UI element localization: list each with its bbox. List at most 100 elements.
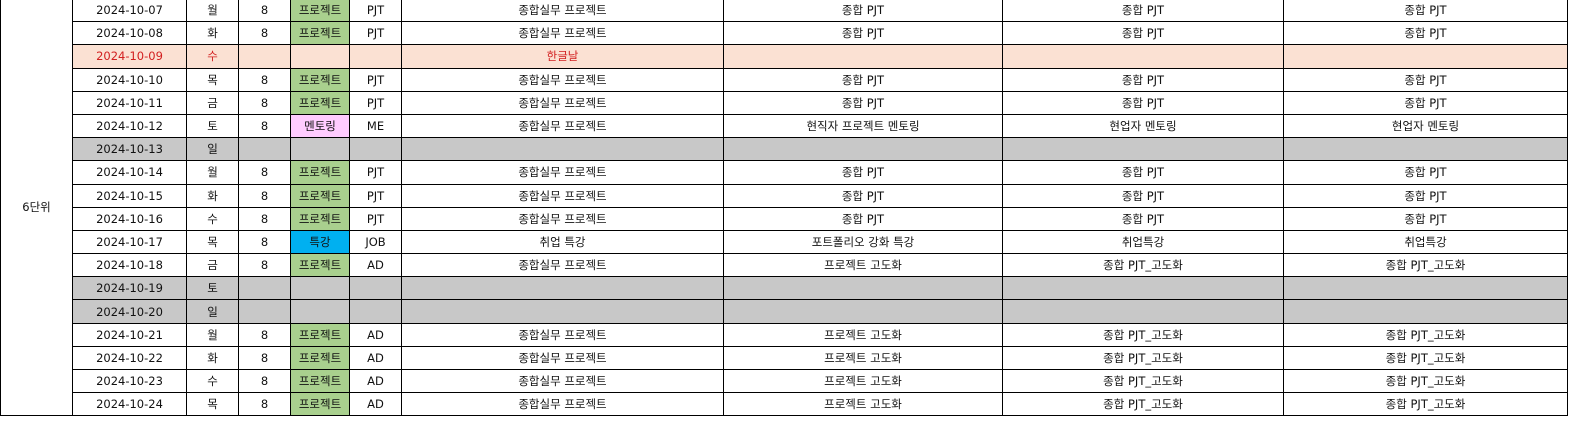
date-cell[interactable]: 2024-10-21 bbox=[72, 322, 187, 347]
date-cell[interactable]: 2024-10-16 bbox=[72, 206, 187, 231]
date-cell[interactable]: 2024-10-19 bbox=[72, 276, 187, 301]
topic-detail-cell[interactable]: 현직자 프로젝트 멘토링 bbox=[723, 113, 1003, 139]
topic-detail-cell[interactable]: 종합 PJT bbox=[723, 90, 1003, 115]
topic-detail-cell[interactable]: 프로젝트 고도화 bbox=[723, 345, 1003, 371]
weekday-cell[interactable]: 수 bbox=[186, 206, 239, 231]
topic-detail-cell[interactable]: 종합 PJT bbox=[723, 67, 1003, 92]
date-cell[interactable]: 2024-10-22 bbox=[72, 345, 187, 371]
topic-detail-cell[interactable]: 프로젝트 고도화 bbox=[723, 322, 1003, 347]
date-cell[interactable]: 2024-10-20 bbox=[72, 299, 187, 324]
topic-note-cell[interactable]: 종합 PJT_고도화 bbox=[1283, 392, 1568, 417]
topic-detail-cell[interactable]: 종합 PJT bbox=[723, 206, 1003, 231]
topic-note-cell[interactable]: 종합 PJT bbox=[1283, 0, 1568, 23]
weekday-cell[interactable]: 일 bbox=[186, 137, 239, 162]
code-cell[interactable] bbox=[349, 137, 402, 162]
topic-note-cell[interactable] bbox=[1283, 299, 1568, 324]
topic-main-cell[interactable]: 취업 특강 bbox=[401, 229, 724, 255]
topic-main-cell[interactable] bbox=[401, 137, 724, 162]
topic-main-cell[interactable]: 종합실무 프로젝트 bbox=[401, 183, 724, 208]
date-cell[interactable]: 2024-10-12 bbox=[72, 113, 187, 139]
date-cell[interactable]: 2024-10-15 bbox=[72, 183, 187, 208]
code-cell[interactable]: AD bbox=[349, 368, 402, 394]
weekday-cell[interactable]: 화 bbox=[186, 345, 239, 371]
code-cell[interactable]: PJT bbox=[349, 206, 402, 231]
topic-main-cell[interactable]: 종합실무 프로젝트 bbox=[401, 0, 724, 23]
topic-summary-cell[interactable]: 종합 PJT_고도화 bbox=[1002, 392, 1284, 417]
topic-summary-cell[interactable] bbox=[1002, 299, 1284, 324]
code-cell[interactable] bbox=[349, 276, 402, 301]
code-cell[interactable] bbox=[349, 44, 402, 69]
hours-cell[interactable]: 8 bbox=[238, 392, 291, 417]
topic-summary-cell[interactable]: 종합 PJT_고도화 bbox=[1002, 253, 1284, 278]
hours-cell[interactable]: 8 bbox=[238, 253, 291, 278]
code-cell[interactable]: PJT bbox=[349, 160, 402, 185]
weekday-cell[interactable]: 금 bbox=[186, 90, 239, 115]
type-cell[interactable]: 프로젝트 bbox=[290, 392, 350, 417]
hours-cell[interactable] bbox=[238, 44, 291, 69]
topic-main-cell[interactable]: 종합실무 프로젝트 bbox=[401, 392, 724, 417]
topic-main-cell[interactable]: 한글날 bbox=[401, 44, 724, 69]
topic-detail-cell[interactable] bbox=[723, 44, 1003, 69]
weekday-cell[interactable]: 월 bbox=[186, 0, 239, 23]
type-cell[interactable]: 프로젝트 bbox=[290, 90, 350, 115]
topic-summary-cell[interactable]: 종합 PJT_고도화 bbox=[1002, 322, 1284, 347]
weekday-cell[interactable]: 화 bbox=[186, 21, 239, 46]
topic-note-cell[interactable]: 종합 PJT bbox=[1283, 67, 1568, 92]
weekday-cell[interactable]: 수 bbox=[186, 368, 239, 394]
topic-detail-cell[interactable]: 종합 PJT bbox=[723, 21, 1003, 46]
code-cell[interactable]: AD bbox=[349, 253, 402, 278]
topic-summary-cell[interactable]: 현업자 멘토링 bbox=[1002, 113, 1284, 139]
topic-summary-cell[interactable]: 종합 PJT bbox=[1002, 160, 1284, 185]
code-cell[interactable] bbox=[349, 299, 402, 324]
code-cell[interactable]: AD bbox=[349, 392, 402, 417]
weekday-cell[interactable]: 목 bbox=[186, 392, 239, 417]
topic-summary-cell[interactable]: 종합 PJT bbox=[1002, 206, 1284, 231]
topic-detail-cell[interactable] bbox=[723, 276, 1003, 301]
type-cell[interactable]: 프로젝트 bbox=[290, 322, 350, 347]
topic-summary-cell[interactable]: 종합 PJT_고도화 bbox=[1002, 345, 1284, 371]
hours-cell[interactable]: 8 bbox=[238, 113, 291, 139]
weekday-cell[interactable]: 금 bbox=[186, 253, 239, 278]
topic-summary-cell[interactable]: 취업특강 bbox=[1002, 229, 1284, 255]
topic-note-cell[interactable]: 종합 PJT bbox=[1283, 90, 1568, 115]
type-cell[interactable]: 프로젝트 bbox=[290, 183, 350, 208]
date-cell[interactable]: 2024-10-10 bbox=[72, 67, 187, 92]
date-cell[interactable]: 2024-10-09 bbox=[72, 44, 187, 69]
weekday-cell[interactable]: 화 bbox=[186, 183, 239, 208]
weekday-cell[interactable]: 토 bbox=[186, 113, 239, 139]
hours-cell[interactable] bbox=[238, 137, 291, 162]
topic-main-cell[interactable]: 종합실무 프로젝트 bbox=[401, 90, 724, 115]
code-cell[interactable]: PJT bbox=[349, 21, 402, 46]
topic-detail-cell[interactable] bbox=[723, 299, 1003, 324]
unit-label-cell[interactable]: 6단위 bbox=[0, 0, 73, 417]
hours-cell[interactable]: 8 bbox=[238, 0, 291, 23]
code-cell[interactable]: PJT bbox=[349, 90, 402, 115]
topic-main-cell[interactable]: 종합실무 프로젝트 bbox=[401, 113, 724, 139]
topic-main-cell[interactable]: 종합실무 프로젝트 bbox=[401, 206, 724, 231]
topic-main-cell[interactable]: 종합실무 프로젝트 bbox=[401, 322, 724, 347]
topic-note-cell[interactable]: 현업자 멘토링 bbox=[1283, 113, 1568, 139]
date-cell[interactable]: 2024-10-13 bbox=[72, 137, 187, 162]
type-cell[interactable]: 프로젝트 bbox=[290, 253, 350, 278]
code-cell[interactable]: AD bbox=[349, 345, 402, 371]
topic-note-cell[interactable]: 종합 PJT_고도화 bbox=[1283, 368, 1568, 394]
topic-note-cell[interactable]: 종합 PJT_고도화 bbox=[1283, 345, 1568, 371]
topic-detail-cell[interactable]: 프로젝트 고도화 bbox=[723, 368, 1003, 394]
weekday-cell[interactable]: 수 bbox=[186, 44, 239, 69]
hours-cell[interactable]: 8 bbox=[238, 90, 291, 115]
type-cell[interactable] bbox=[290, 137, 350, 162]
type-cell[interactable]: 멘토링 bbox=[290, 113, 350, 139]
hours-cell[interactable]: 8 bbox=[238, 183, 291, 208]
type-cell[interactable]: 프로젝트 bbox=[290, 21, 350, 46]
hours-cell[interactable]: 8 bbox=[238, 345, 291, 371]
topic-main-cell[interactable]: 종합실무 프로젝트 bbox=[401, 368, 724, 394]
topic-summary-cell[interactable]: 종합 PJT bbox=[1002, 67, 1284, 92]
topic-main-cell[interactable]: 종합실무 프로젝트 bbox=[401, 160, 724, 185]
type-cell[interactable] bbox=[290, 44, 350, 69]
topic-summary-cell[interactable] bbox=[1002, 137, 1284, 162]
topic-summary-cell[interactable]: 종합 PJT bbox=[1002, 0, 1284, 23]
topic-note-cell[interactable]: 종합 PJT bbox=[1283, 206, 1568, 231]
type-cell[interactable]: 프로젝트 bbox=[290, 160, 350, 185]
date-cell[interactable]: 2024-10-18 bbox=[72, 253, 187, 278]
topic-main-cell[interactable]: 종합실무 프로젝트 bbox=[401, 21, 724, 46]
